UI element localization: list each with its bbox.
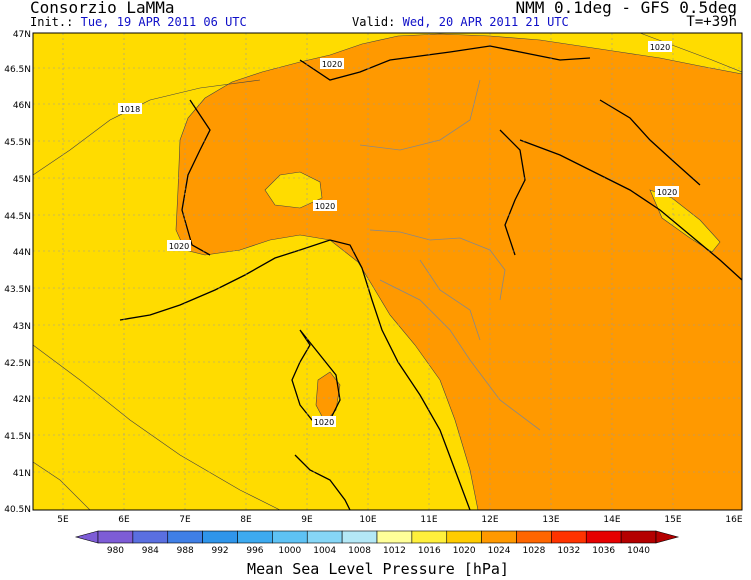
colorbar-tick-label: 1028: [522, 546, 545, 556]
lon-label: 15E: [664, 515, 681, 525]
init-time: Init.: Tue, 19 APR 2011 06 UTC: [30, 15, 247, 29]
colorbar-swatch: [167, 530, 203, 544]
lat-label: 41.5N: [4, 432, 31, 442]
colorbar-swatch: [341, 530, 378, 544]
lon-label: 8E: [240, 515, 252, 525]
lat-label: 44.5N: [4, 212, 31, 222]
lat-label: 42.5N: [4, 359, 31, 369]
colorbar-swatch: [376, 530, 413, 544]
colorbar-swatch: [481, 530, 517, 544]
lon-label: 13E: [542, 515, 559, 525]
isobar-label: 1020: [657, 188, 677, 197]
isobar-label: 1018: [120, 105, 140, 114]
pressure-region-yellow-po: [264, 171, 323, 209]
colorbar-swatch: [516, 530, 552, 544]
colorbar-title: Mean Sea Level Pressure [hPa]: [247, 560, 509, 578]
colorbar-swatch: [620, 530, 657, 544]
lon-label: 14E: [603, 515, 620, 525]
colorbar-tick-label: 988: [177, 546, 194, 556]
isobar-labels: 1020 1018 1020 1020 1020 1020 1020: [118, 41, 679, 427]
isobar-label: 1020: [314, 418, 334, 427]
colorbar-swatches: [74, 530, 680, 544]
lat-label: 45N: [13, 175, 31, 185]
valid-label: Valid:: [352, 15, 396, 29]
colorbar-swatch: [237, 530, 273, 544]
latitude-labels: 47N 46.5N 46N 45.5N 45N 44.5N 44N 43.5N …: [4, 30, 31, 515]
isobar-label: 1020: [169, 242, 189, 251]
map-frame: [32, 32, 743, 511]
valid-value: Wed, 20 APR 2011 21 UTC: [402, 15, 569, 29]
colorbar-swatch: [202, 530, 238, 544]
lon-label: 11E: [420, 515, 437, 525]
colorbar-tick-label: 1012: [383, 546, 406, 556]
lat-label: 47N: [13, 30, 31, 40]
init-value: Tue, 19 APR 2011 06 UTC: [80, 15, 247, 29]
lat-label: 46.5N: [4, 65, 31, 75]
colorbar-swatch: [306, 530, 343, 544]
colorbar-tick-label: 980: [107, 546, 124, 556]
colorbar-tick-label: 1036: [592, 546, 615, 556]
isobar-label: 1020: [650, 43, 670, 52]
lon-label: 7E: [179, 515, 191, 525]
model-title: NMM 0.1deg - GFS 0.5deg: [515, 0, 737, 17]
colorbar-swatch: [446, 530, 482, 544]
organization-title: Consorzio LaMMa: [30, 0, 175, 17]
coastlines: [119, 45, 743, 511]
colorbar-tick-label: 1000: [278, 546, 301, 556]
colorbar-swatch: [585, 530, 622, 544]
colorbar-tick-label: 1020: [453, 546, 476, 556]
lon-label: 12E: [481, 515, 498, 525]
isobar-sw: [32, 344, 281, 511]
lat-label: 41N: [13, 469, 31, 479]
lon-label: 10E: [359, 515, 376, 525]
lat-label: 42N: [13, 395, 31, 405]
colorbar-tick-label: 1040: [627, 546, 650, 556]
valid-time: Valid: Wed, 20 APR 2011 21 UTC: [352, 15, 569, 29]
colorbar-ticks: 980 984 988 992 996 1000 1004 1008 1012 1016 1020 1…: [107, 546, 650, 556]
colorbar-arrow-right: [655, 530, 680, 544]
init-label: Init.:: [30, 15, 74, 29]
colorbar-tick-label: 1008: [348, 546, 371, 556]
longitude-labels: 5E 6E 7E 8E 9E 10E 11E 12E 13E 14E 15E 1…: [57, 515, 743, 525]
colorbar-tick-label: 1032: [557, 546, 580, 556]
colorbar-tick-label: 1004: [313, 546, 336, 556]
lat-label: 44N: [13, 248, 31, 258]
colorbar-swatch: [272, 530, 308, 544]
lon-label: 6E: [118, 515, 130, 525]
forecast-step: T=+39h: [686, 14, 737, 30]
lat-label: 43N: [13, 322, 31, 332]
colorbar-tick-label: 1016: [418, 546, 441, 556]
lat-label: 46N: [13, 101, 31, 111]
colorbar-swatch: [132, 530, 169, 544]
colorbar-arrow-left: [74, 530, 99, 544]
lon-label: 5E: [57, 515, 69, 525]
colorbar-tick-label: 996: [246, 546, 263, 556]
colorbar-swatch: [551, 530, 587, 544]
colorbar-tick-label: 1024: [488, 546, 511, 556]
isobar-label: 1020: [315, 202, 335, 211]
lat-label: 40.5N: [4, 505, 31, 515]
isobar-sw2: [32, 461, 91, 511]
isobar-label: 1020: [322, 60, 342, 69]
lat-label: 45.5N: [4, 138, 31, 148]
lon-label: 16E: [725, 515, 742, 525]
lon-label: 9E: [301, 515, 313, 525]
lat-label: 43.5N: [4, 285, 31, 295]
graticule: [33, 33, 742, 510]
colorbar-tick-label: 992: [211, 546, 228, 556]
colorbar-swatch: [97, 530, 134, 544]
pressure-region-corsica-high: [315, 371, 341, 423]
colorbar-swatch: [411, 530, 448, 544]
pressure-region-yellow-croatia: [649, 189, 721, 253]
colorbar-tick-label: 984: [142, 546, 159, 556]
